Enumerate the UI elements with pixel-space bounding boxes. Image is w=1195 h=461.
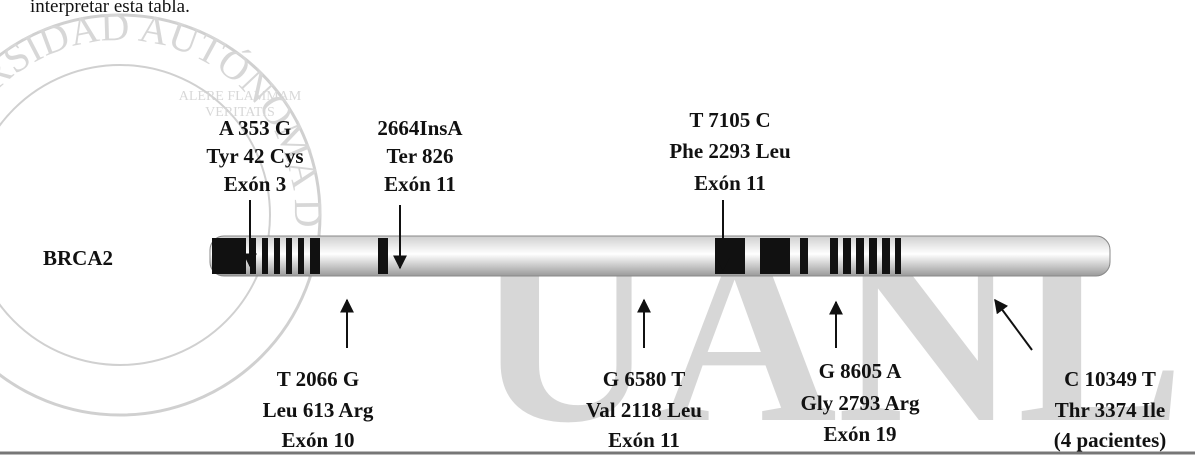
diagram: UNIVERSIDAD AUTÓNOMA DE NUEVO LEÓN ALERE… <box>0 0 1195 461</box>
exon <box>298 238 304 274</box>
mutation-line: T 2066 G <box>277 367 359 391</box>
exon <box>882 238 890 274</box>
gene-bar <box>210 236 1110 276</box>
mutation-line: Exón 10 <box>282 428 355 452</box>
mutation-line: Gly 2793 Arg <box>801 391 920 415</box>
gene-label: BRCA2 <box>43 246 113 270</box>
mutation-line: Phe 2293 Leu <box>669 139 791 163</box>
mutation-line: Exón 3 <box>224 172 286 196</box>
mutation-line: G 6580 T <box>603 367 685 391</box>
mutation-line: Thr 3374 Ile <box>1055 398 1165 422</box>
mutation-line: 2664InsA <box>377 116 463 140</box>
mutation-line: Exón 11 <box>694 171 766 195</box>
mutation-line: Exón 11 <box>384 172 456 196</box>
mutation-line: Leu 613 Arg <box>263 398 374 422</box>
mutation-line: Tyr 42 Cys <box>206 144 303 168</box>
exon <box>378 238 388 274</box>
exon <box>286 238 292 274</box>
exon <box>843 238 851 274</box>
page: UNIVERSIDAD AUTÓNOMA DE NUEVO LEÓN ALERE… <box>0 0 1195 461</box>
exon <box>760 238 790 274</box>
exon <box>895 238 901 274</box>
exon <box>715 238 745 274</box>
exon <box>856 238 864 274</box>
exon <box>830 238 838 274</box>
mutation-line: Ter 826 <box>386 144 453 168</box>
exon <box>800 238 808 274</box>
seal-motto: ALERE FLAMMAM <box>179 89 302 104</box>
exon <box>274 238 280 274</box>
mutation-line: C 10349 T <box>1064 367 1156 391</box>
mutation-line: A 353 G <box>219 116 291 140</box>
exon <box>212 238 246 274</box>
watermark: UNIVERSIDAD AUTÓNOMA DE NUEVO LEÓN ALERE… <box>0 0 1184 461</box>
exon <box>869 238 877 274</box>
mutation-line: Val 2118 Leu <box>586 398 702 422</box>
exon <box>262 238 268 274</box>
exon <box>310 238 320 274</box>
mutation-line: G 8605 A <box>819 359 903 383</box>
mutation-line: T 7105 C <box>689 108 770 132</box>
mutation-line: (4 pacientes) <box>1054 428 1167 452</box>
header-text: interpretar esta tabla. <box>30 0 190 17</box>
mutation-line: Exón 19 <box>824 422 897 446</box>
mutation-line: Exón 11 <box>608 428 680 452</box>
